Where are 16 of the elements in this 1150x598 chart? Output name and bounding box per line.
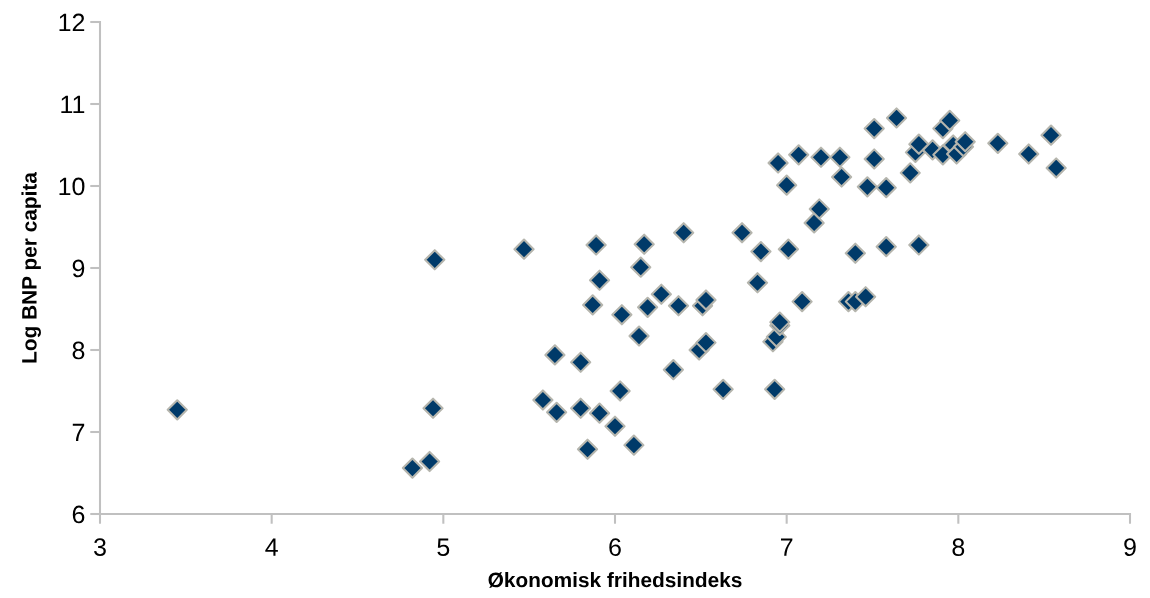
y-tick-label: 9	[72, 259, 85, 278]
x-tick-label: 3	[94, 538, 106, 556]
x-tick-label: 6	[609, 538, 621, 556]
x-tick-label: 8	[952, 538, 965, 556]
x-tick-label: 9	[1124, 538, 1136, 556]
x-axis-title: Økonomisk frihedsindeks	[488, 572, 742, 588]
y-tick-label: 6	[72, 505, 85, 524]
x-tick-label: 4	[265, 538, 278, 556]
y-tick-label: 8	[72, 341, 85, 360]
y-axis-title: Log BNP per capita	[21, 171, 41, 363]
x-tick-label: 7	[781, 538, 793, 556]
y-tick-label: 12	[59, 13, 85, 32]
x-tick-label: 5	[437, 538, 450, 556]
y-tick-label: 10	[59, 177, 85, 196]
y-tick-label: 11	[61, 95, 85, 114]
y-tick-label: 7	[72, 423, 85, 442]
